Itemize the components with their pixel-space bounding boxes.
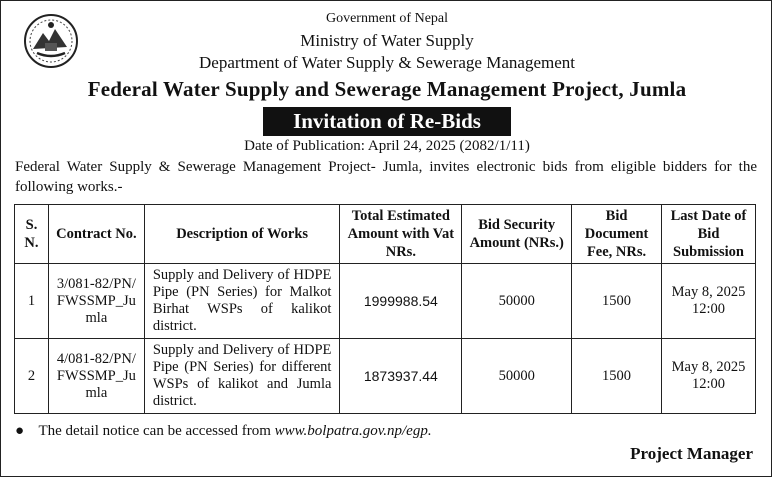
cell-contract: 4/081-82/PN/FWSSMP_Jumla (47, 338, 145, 414)
nepal-emblem-icon (24, 14, 78, 68)
cell-sn: 1 (14, 263, 49, 339)
table-row: 2 4/081-82/PN/FWSSMP_Jumla Supply and De… (14, 338, 756, 414)
cell-security: 50000 (461, 338, 573, 414)
cell-sn: 2 (14, 338, 49, 414)
header-last-date: Last Date of Bid Submission (661, 204, 756, 264)
cell-security: 50000 (461, 263, 573, 339)
cell-last-date: May 8, 2025 12:00 (661, 338, 756, 414)
detail-note: ● The detail notice can be accessed from… (15, 423, 432, 440)
header-amount: Total Estimated Amount with Vat NRs. (339, 204, 463, 264)
cell-last-date: May 8, 2025 12:00 (661, 263, 756, 339)
bolpatra-link[interactable]: www.bolpatra.gov.np/egp. (274, 423, 432, 439)
bullet-icon: ● (15, 423, 25, 439)
note-text: The detail notice can be accessed from (38, 423, 275, 439)
cell-amount: 1999988.54 (339, 263, 463, 339)
table-header-row: S. N. Contract No. Description of Works … (14, 204, 756, 264)
ministry-line: Ministry of Water Supply (300, 31, 474, 50)
header-fee: Bid Document Fee, NRs. (571, 204, 663, 264)
header-sn: S. N. (14, 204, 49, 264)
header-security: Bid Security Amount (NRs.) (461, 204, 573, 264)
cell-fee: 1500 (571, 338, 663, 414)
department-line: Department of Water Supply & Sewerage Ma… (199, 53, 575, 72)
government-line: Government of Nepal (325, 11, 449, 26)
project-title: Federal Water Supply and Sewerage Manage… (87, 77, 687, 101)
cell-contract: 3/081-82/PN/FWSSMP_Jumla (47, 263, 145, 339)
works-table: S. N. Contract No. Description of Works … (14, 204, 756, 414)
table-row: 1 3/081-82/PN/FWSSMP_Jumla Supply and De… (14, 263, 756, 339)
cell-fee: 1500 (571, 263, 663, 339)
header-contract: Contract No. (47, 204, 145, 264)
cell-amount: 1873937.44 (339, 338, 463, 414)
cell-description: Supply and Delivery of HDPE Pipe (PN Ser… (143, 338, 341, 414)
intro-paragraph: Federal Water Supply & Sewerage Manageme… (15, 159, 757, 195)
publication-date: Date of Publication: April 24, 2025 (208… (244, 138, 530, 154)
rebid-banner: Invitation of Re-Bids (263, 107, 511, 136)
header-description: Description of Works (143, 204, 341, 264)
cell-description: Supply and Delivery of HDPE Pipe (PN Ser… (143, 263, 341, 339)
signatory: Project Manager (630, 444, 753, 463)
